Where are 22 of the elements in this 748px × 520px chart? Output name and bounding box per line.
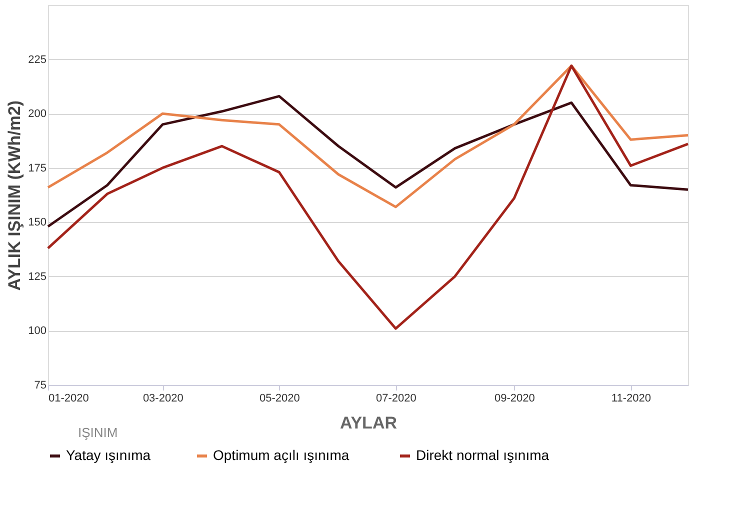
y-tick-label: 200 — [28, 108, 46, 120]
line-series — [46, 64, 690, 208]
y-tick-label: 225 — [28, 54, 46, 66]
x-tick-label: 01-2020 — [48, 392, 89, 404]
line-series — [46, 64, 690, 330]
x-axis-title: AYLAR — [340, 414, 397, 432]
y-axis-title: AYLIK IŞINIM (KWh/m2) — [5, 100, 24, 291]
y-tick-label: 150 — [28, 216, 46, 229]
line-series — [46, 94, 690, 228]
legend-label: Optimum açılı ışınıma — [213, 447, 350, 463]
x-tick-label: 09-2020 — [494, 392, 535, 404]
x-tick-label: 05-2020 — [259, 392, 300, 404]
legend-label: Direkt normal ışınıma — [416, 447, 550, 463]
x-tick-label: 11-2020 — [611, 392, 651, 404]
x-tick-label: 07-2020 — [376, 392, 416, 404]
y-tick-label: 100 — [28, 325, 46, 338]
y-tick-label: 175 — [28, 162, 46, 174]
y-tick-label: 125 — [28, 270, 46, 283]
x-tick-label: 03-2020 — [142, 392, 184, 404]
text: IŞINIM — [78, 425, 118, 440]
legend-label: Yatay ışınıma — [66, 447, 151, 463]
y-tick-label: 75 — [34, 380, 46, 392]
